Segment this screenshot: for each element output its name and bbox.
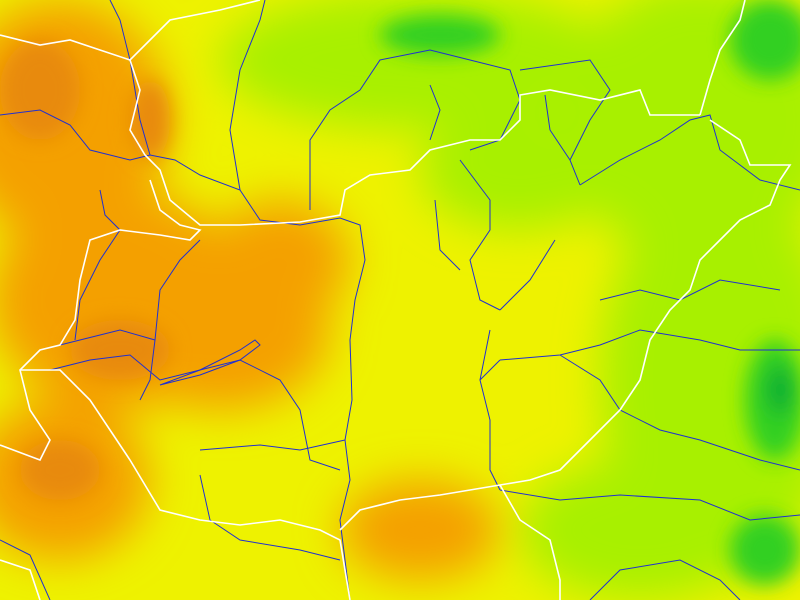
- river-line: [309, 49, 521, 210]
- river-line: [589, 559, 741, 600]
- border-line: [0, 559, 41, 600]
- river-line: [429, 84, 441, 141]
- river-line: [0, 109, 366, 600]
- river-line: [0, 539, 51, 600]
- river-line: [459, 159, 501, 311]
- river-line: [199, 474, 341, 561]
- river-line: [499, 489, 800, 521]
- hot-region: [130, 80, 170, 160]
- border-line: [20, 369, 351, 600]
- river-line: [519, 59, 611, 186]
- river-line: [479, 359, 501, 381]
- river-line: [199, 439, 346, 451]
- border-line: [699, 0, 746, 116]
- hot-region: [20, 440, 100, 500]
- warm-region: [340, 480, 500, 580]
- river-line: [499, 239, 556, 311]
- river-line: [74, 189, 121, 341]
- river-line: [159, 339, 261, 386]
- border-line: [0, 179, 202, 462]
- cold-region: [730, 515, 800, 585]
- river-line: [544, 94, 571, 161]
- field-detail-layer: [0, 0, 800, 585]
- cool-region: [420, 110, 620, 230]
- river-line: [579, 114, 800, 191]
- border-line: [129, 59, 700, 226]
- coldest-region: [766, 365, 794, 415]
- border-line: [499, 484, 561, 600]
- cold-region: [730, 0, 800, 80]
- river-line: [139, 239, 201, 401]
- border-line: [339, 119, 792, 531]
- river-line: [229, 0, 266, 191]
- river-line: [434, 199, 461, 271]
- cold-region: [380, 15, 500, 55]
- river-line: [49, 354, 341, 471]
- river-line: [479, 329, 501, 491]
- warm-region: [210, 200, 350, 320]
- hot-region: [70, 320, 170, 380]
- hot-region: [0, 40, 80, 140]
- river-line: [559, 354, 800, 471]
- cool-region: [520, 460, 760, 600]
